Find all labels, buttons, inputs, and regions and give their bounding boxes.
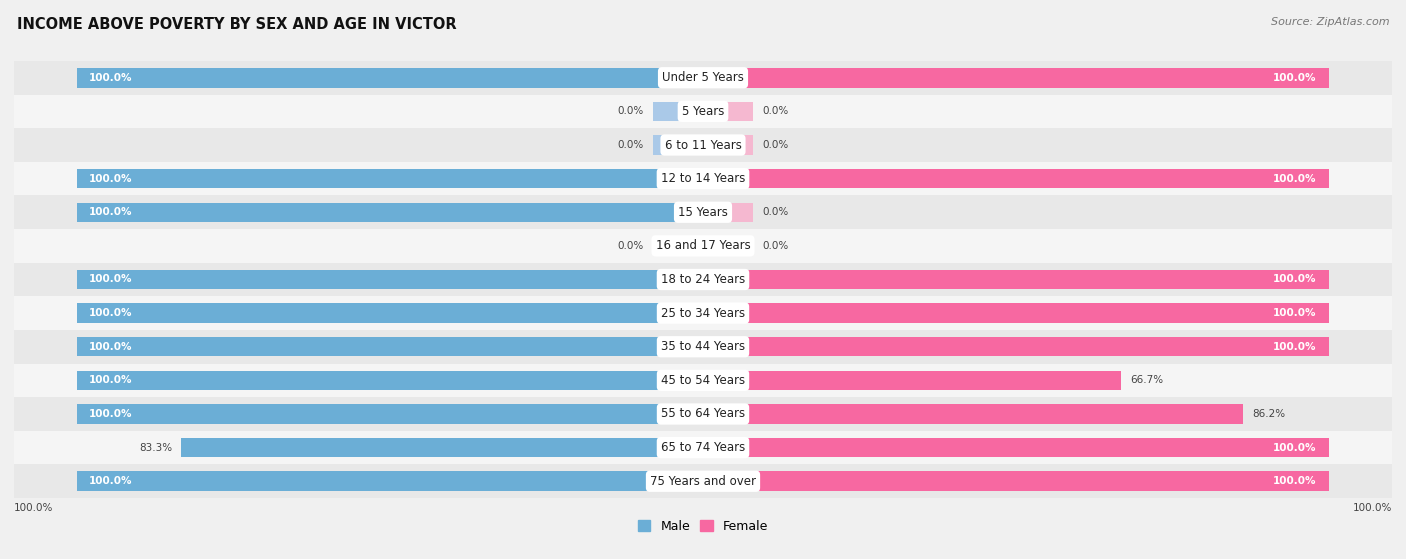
Bar <box>77 471 703 491</box>
Bar <box>14 229 1392 263</box>
Text: 0.0%: 0.0% <box>617 241 644 251</box>
Legend: Male, Female: Male, Female <box>638 520 768 533</box>
Text: 100.0%: 100.0% <box>14 503 53 513</box>
Text: 100.0%: 100.0% <box>89 274 132 285</box>
Text: 100.0%: 100.0% <box>1274 342 1317 352</box>
Text: 25 to 34 Years: 25 to 34 Years <box>661 307 745 320</box>
Bar <box>14 465 1392 498</box>
Bar <box>14 296 1392 330</box>
Bar <box>703 270 1329 289</box>
Bar <box>703 135 754 155</box>
Text: 35 to 44 Years: 35 to 44 Years <box>661 340 745 353</box>
Bar <box>77 371 703 390</box>
Bar <box>703 404 1243 424</box>
Text: 65 to 74 Years: 65 to 74 Years <box>661 441 745 454</box>
Bar <box>14 431 1392 465</box>
Bar <box>652 135 703 155</box>
Bar <box>14 397 1392 431</box>
Bar <box>14 61 1392 94</box>
Bar <box>77 68 703 88</box>
Bar <box>652 102 703 121</box>
Bar <box>703 169 1329 188</box>
Text: 100.0%: 100.0% <box>1353 503 1392 513</box>
Bar <box>77 304 703 323</box>
Text: 0.0%: 0.0% <box>617 140 644 150</box>
Bar <box>14 196 1392 229</box>
Text: 12 to 14 Years: 12 to 14 Years <box>661 172 745 185</box>
Text: 0.0%: 0.0% <box>617 106 644 116</box>
Bar <box>703 236 754 255</box>
Text: 55 to 64 Years: 55 to 64 Years <box>661 408 745 420</box>
Text: 66.7%: 66.7% <box>1130 376 1163 385</box>
Bar <box>14 94 1392 128</box>
Text: 15 Years: 15 Years <box>678 206 728 219</box>
Text: 0.0%: 0.0% <box>762 241 789 251</box>
Bar <box>14 263 1392 296</box>
Text: 0.0%: 0.0% <box>762 207 789 217</box>
Text: 100.0%: 100.0% <box>1274 476 1317 486</box>
Text: 100.0%: 100.0% <box>1274 73 1317 83</box>
Bar <box>703 68 1329 88</box>
Text: 100.0%: 100.0% <box>1274 308 1317 318</box>
Bar <box>77 270 703 289</box>
Text: 16 and 17 Years: 16 and 17 Years <box>655 239 751 252</box>
Text: INCOME ABOVE POVERTY BY SEX AND AGE IN VICTOR: INCOME ABOVE POVERTY BY SEX AND AGE IN V… <box>17 17 457 32</box>
Bar <box>77 202 703 222</box>
Bar <box>703 202 754 222</box>
Bar <box>14 128 1392 162</box>
Bar <box>181 438 703 457</box>
Text: 83.3%: 83.3% <box>139 443 172 453</box>
Text: 18 to 24 Years: 18 to 24 Years <box>661 273 745 286</box>
Text: 100.0%: 100.0% <box>89 73 132 83</box>
Bar <box>652 236 703 255</box>
Text: 100.0%: 100.0% <box>89 174 132 183</box>
Bar <box>703 102 754 121</box>
Bar <box>703 438 1329 457</box>
Bar <box>77 169 703 188</box>
Bar <box>77 404 703 424</box>
Text: 100.0%: 100.0% <box>1274 174 1317 183</box>
Text: 100.0%: 100.0% <box>89 476 132 486</box>
Bar <box>14 162 1392 196</box>
Bar <box>77 337 703 357</box>
Text: 100.0%: 100.0% <box>89 409 132 419</box>
Text: 100.0%: 100.0% <box>89 308 132 318</box>
Text: 100.0%: 100.0% <box>89 342 132 352</box>
Bar <box>703 337 1329 357</box>
Text: 86.2%: 86.2% <box>1253 409 1285 419</box>
Bar <box>703 371 1121 390</box>
Bar <box>14 330 1392 363</box>
Text: 0.0%: 0.0% <box>762 106 789 116</box>
Text: 75 Years and over: 75 Years and over <box>650 475 756 488</box>
Text: Source: ZipAtlas.com: Source: ZipAtlas.com <box>1271 17 1389 27</box>
Text: 100.0%: 100.0% <box>1274 443 1317 453</box>
Text: 100.0%: 100.0% <box>89 376 132 385</box>
Text: 5 Years: 5 Years <box>682 105 724 118</box>
Bar <box>703 471 1329 491</box>
Bar <box>703 304 1329 323</box>
Bar <box>14 363 1392 397</box>
Text: Under 5 Years: Under 5 Years <box>662 71 744 84</box>
Text: 45 to 54 Years: 45 to 54 Years <box>661 374 745 387</box>
Text: 100.0%: 100.0% <box>1274 274 1317 285</box>
Text: 100.0%: 100.0% <box>89 207 132 217</box>
Text: 6 to 11 Years: 6 to 11 Years <box>665 139 741 151</box>
Text: 0.0%: 0.0% <box>762 140 789 150</box>
